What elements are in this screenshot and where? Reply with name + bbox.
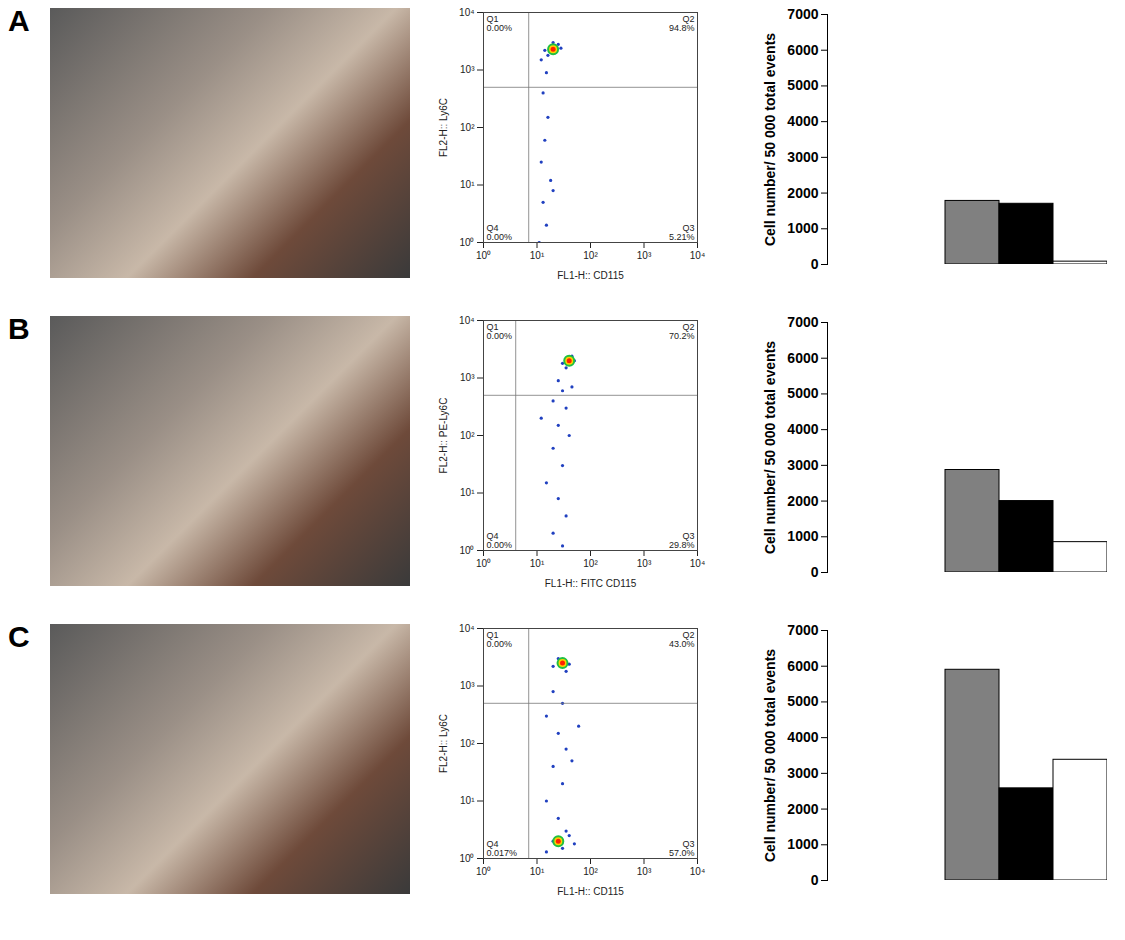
svg-text:Q40.00%: Q40.00% bbox=[487, 223, 513, 242]
svg-text:0: 0 bbox=[811, 564, 819, 580]
svg-text:0: 0 bbox=[811, 256, 819, 272]
svg-text:10⁴: 10⁴ bbox=[690, 250, 705, 261]
svg-text:1000: 1000 bbox=[787, 220, 818, 236]
svg-text:Cell number/ 50 000 total even: Cell number/ 50 000 total events bbox=[762, 33, 778, 246]
svg-text:0: 0 bbox=[811, 872, 819, 888]
html-text:C: C bbox=[8, 620, 30, 653]
svg-text:4000: 4000 bbox=[787, 113, 818, 129]
html-text:B: B bbox=[8, 312, 30, 345]
svg-text:5000: 5000 bbox=[787, 693, 818, 709]
svg-text:Q294.8%: Q294.8% bbox=[669, 14, 695, 33]
svg-text:Q10.00%: Q10.00% bbox=[487, 322, 513, 341]
svg-text:Q329.8%: Q329.8% bbox=[669, 531, 695, 550]
svg-text:10¹: 10¹ bbox=[530, 558, 545, 569]
svg-text:7000: 7000 bbox=[787, 622, 818, 638]
svg-text:10⁰: 10⁰ bbox=[459, 545, 474, 556]
svg-text:Q357.0%: Q357.0% bbox=[669, 839, 695, 858]
svg-text:2000: 2000 bbox=[787, 185, 818, 201]
svg-text:Q35.21%: Q35.21% bbox=[669, 223, 695, 242]
svg-text:10¹: 10¹ bbox=[460, 795, 475, 806]
svg-text:Q10.00%: Q10.00% bbox=[487, 630, 513, 649]
svg-text:10²: 10² bbox=[460, 122, 475, 133]
svg-text:10¹: 10¹ bbox=[530, 250, 545, 261]
svg-text:Q10.00%: Q10.00% bbox=[487, 14, 513, 33]
svg-text:10³: 10³ bbox=[460, 64, 475, 75]
svg-text:10²: 10² bbox=[460, 738, 475, 749]
svg-text:FL1-H:: CD115: FL1-H:: CD115 bbox=[557, 270, 624, 281]
html-text:A: A bbox=[8, 4, 30, 37]
svg-text:10²: 10² bbox=[583, 866, 598, 877]
svg-text:10²: 10² bbox=[460, 430, 475, 441]
svg-text:10⁴: 10⁴ bbox=[459, 623, 474, 634]
svg-text:10²: 10² bbox=[583, 558, 598, 569]
svg-text:FL1-H:: FITC CD115: FL1-H:: FITC CD115 bbox=[545, 578, 637, 589]
svg-text:3000: 3000 bbox=[787, 765, 818, 781]
svg-text:10⁴: 10⁴ bbox=[690, 866, 705, 877]
svg-text:4000: 4000 bbox=[787, 421, 818, 437]
svg-text:Q40.017%: Q40.017% bbox=[487, 839, 518, 858]
svg-text:Cell number/ 50 000 total even: Cell number/ 50 000 total events bbox=[762, 341, 778, 554]
svg-text:10²: 10² bbox=[583, 250, 598, 261]
svg-text:7000: 7000 bbox=[787, 6, 818, 22]
svg-text:10⁰: 10⁰ bbox=[459, 853, 474, 864]
svg-text:10¹: 10¹ bbox=[460, 487, 475, 498]
svg-text:4000: 4000 bbox=[787, 729, 818, 745]
svg-text:10³: 10³ bbox=[637, 866, 652, 877]
svg-text:10⁴: 10⁴ bbox=[459, 315, 474, 326]
svg-text:10⁴: 10⁴ bbox=[690, 558, 705, 569]
svg-text:FL2-H:: Ly6C: FL2-H:: Ly6C bbox=[438, 714, 449, 773]
svg-text:2000: 2000 bbox=[787, 493, 818, 509]
svg-text:FL2-H:: PE-Ly6C: FL2-H:: PE-Ly6C bbox=[438, 398, 449, 474]
svg-text:Cell number/ 50 000 total even: Cell number/ 50 000 total events bbox=[762, 649, 778, 862]
svg-text:10⁴: 10⁴ bbox=[459, 7, 474, 18]
svg-text:7000: 7000 bbox=[787, 314, 818, 330]
svg-text:10³: 10³ bbox=[460, 680, 475, 691]
svg-text:6000: 6000 bbox=[787, 42, 818, 58]
svg-text:5000: 5000 bbox=[787, 77, 818, 93]
svg-text:10⁰: 10⁰ bbox=[476, 558, 491, 569]
svg-text:10³: 10³ bbox=[460, 372, 475, 383]
svg-text:10¹: 10¹ bbox=[530, 866, 545, 877]
svg-text:3000: 3000 bbox=[787, 149, 818, 165]
svg-text:10¹: 10¹ bbox=[460, 179, 475, 190]
svg-text:Q40.00%: Q40.00% bbox=[487, 531, 513, 550]
svg-text:1000: 1000 bbox=[787, 528, 818, 544]
svg-text:6000: 6000 bbox=[787, 658, 818, 674]
svg-text:10⁰: 10⁰ bbox=[459, 237, 474, 248]
svg-text:5000: 5000 bbox=[787, 385, 818, 401]
svg-text:3000: 3000 bbox=[787, 457, 818, 473]
svg-text:6000: 6000 bbox=[787, 350, 818, 366]
svg-text:1000: 1000 bbox=[787, 836, 818, 852]
svg-text:FL2-H:: Ly6C: FL2-H:: Ly6C bbox=[438, 98, 449, 157]
svg-text:FL1-H:: CD115: FL1-H:: CD115 bbox=[557, 886, 624, 897]
svg-text:Q270.2%: Q270.2% bbox=[669, 322, 695, 341]
svg-text:10³: 10³ bbox=[637, 558, 652, 569]
svg-text:2000: 2000 bbox=[787, 801, 818, 817]
svg-text:Q243.0%: Q243.0% bbox=[669, 630, 695, 649]
svg-text:10⁰: 10⁰ bbox=[476, 250, 491, 261]
svg-text:10⁰: 10⁰ bbox=[476, 866, 491, 877]
svg-text:10³: 10³ bbox=[637, 250, 652, 261]
